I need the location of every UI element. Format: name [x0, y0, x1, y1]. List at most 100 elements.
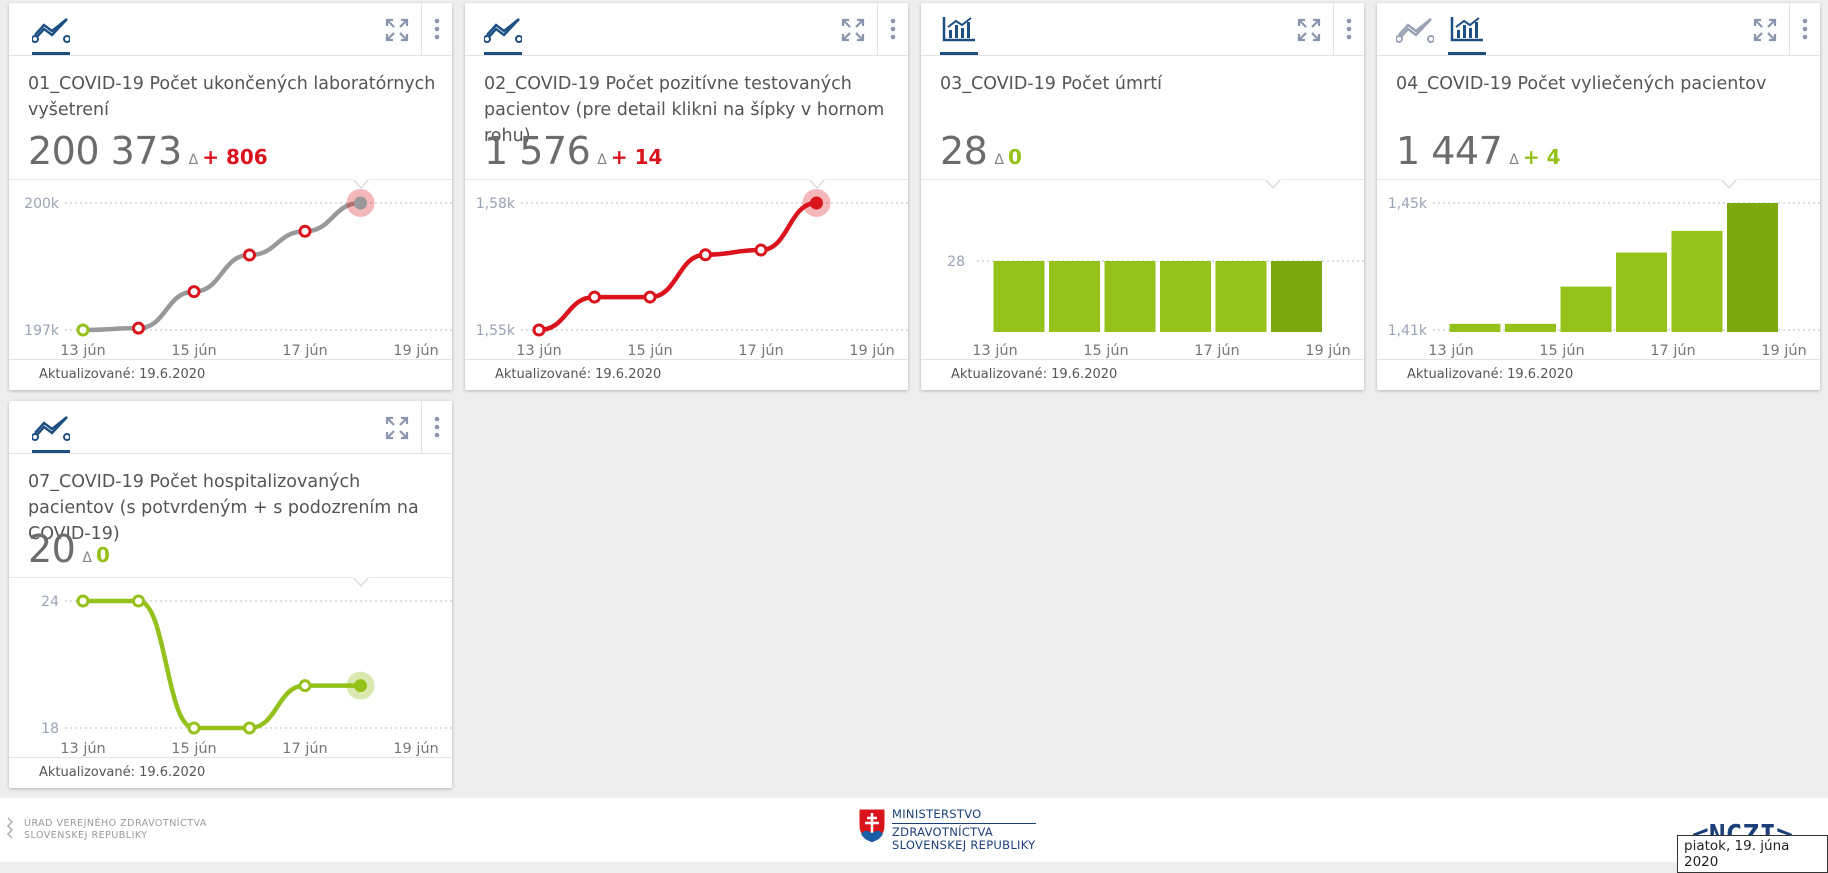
line-chart-tab[interactable]	[484, 13, 522, 55]
more-menu-icon[interactable]	[1333, 3, 1364, 55]
delta-value: + 14	[610, 145, 663, 169]
expand-icon[interactable]	[840, 17, 866, 43]
y-tick-label: 197k	[24, 323, 60, 339]
x-tick-label: 15 jún	[171, 741, 216, 757]
bar-chart-tab[interactable]	[940, 13, 978, 55]
card-lab-tests: 01_COVID-19 Počet ukončených laboratórny…	[9, 3, 452, 390]
line-chart-icon	[32, 416, 70, 441]
x-tick-label: 13 jún	[60, 741, 105, 757]
x-tick-label: 19 jún	[849, 343, 894, 359]
line-chart-icon	[1396, 18, 1434, 43]
line-chart-tab[interactable]	[32, 13, 70, 55]
footer-bar: ÚRAD VEREJNÉHO ZDRAVOTNÍCTVA SLOVENSKEJ …	[0, 798, 1828, 862]
chart-caret	[1264, 179, 1282, 189]
data-point	[354, 679, 367, 693]
series-line	[80, 200, 363, 333]
y-tick-label: 24	[41, 594, 59, 610]
updated-label: Aktualizované: 19.6.2020	[39, 367, 206, 382]
bar-chart-tab[interactable]	[1448, 13, 1486, 55]
line-chart-icon	[484, 18, 522, 43]
data-point	[132, 594, 145, 608]
series-line	[536, 200, 819, 333]
value-row: 28 Δ 0	[940, 129, 1022, 173]
card-positive-tests: 02_COVID-19 Počet pozitívne testovaných …	[465, 3, 908, 390]
card-title: 02_COVID-19 Počet pozitívne testovaných …	[484, 74, 885, 146]
y-tick-label: 1,41k	[1388, 323, 1428, 339]
bar	[1727, 203, 1778, 332]
card-footer: Aktualizované: 19.6.2020	[921, 359, 1364, 390]
more-menu-icon[interactable]	[877, 3, 908, 55]
x-tick-label: 17 jún	[1650, 343, 1695, 359]
expand-icon[interactable]	[1296, 17, 1322, 43]
expand-icon[interactable]	[1752, 17, 1778, 43]
card-title: 03_COVID-19 Počet úmrtí	[940, 74, 1162, 94]
data-point	[132, 321, 145, 335]
x-tick-label: 17 jún	[282, 343, 327, 359]
more-menu-icon[interactable]	[1789, 3, 1820, 55]
delta-value: 0	[1007, 145, 1022, 169]
card-header	[465, 3, 908, 56]
x-tick-label: 17 jún	[282, 741, 327, 757]
uvz-logo-icon	[6, 817, 14, 839]
data-point	[243, 721, 256, 735]
uvz-logo-text: ÚRAD VEREJNÉHO ZDRAVOTNÍCTVA SLOVENSKEJ …	[24, 818, 207, 841]
x-tick-label: 13 jún	[1428, 343, 1473, 359]
bar	[1271, 261, 1322, 332]
chart-caret	[808, 179, 826, 189]
bar-chart-icon	[942, 17, 975, 42]
current-value: 1 447	[1396, 129, 1503, 173]
data-point	[643, 290, 657, 304]
data-point	[588, 290, 601, 304]
card-header	[9, 401, 452, 454]
delta-value: 0	[95, 543, 110, 567]
delta-icon: Δ	[597, 152, 607, 168]
y-tick-label: 1,58k	[476, 196, 516, 212]
data-point	[298, 679, 312, 693]
card-header	[9, 3, 452, 56]
expand-icon[interactable]	[384, 17, 410, 43]
bar	[1671, 230, 1723, 332]
x-tick-label: 13 jún	[60, 343, 105, 359]
expand-icon[interactable]	[384, 415, 410, 441]
slovak-coat-of-arms-icon	[858, 808, 886, 844]
chart-caret	[1720, 179, 1738, 189]
y-tick-label: 1,45k	[1388, 196, 1428, 212]
x-tick-label: 19 jún	[393, 343, 438, 359]
x-tick-label: 15 jún	[171, 343, 216, 359]
more-menu-icon[interactable]	[421, 3, 452, 55]
card-footer: Aktualizované: 19.6.2020	[9, 757, 452, 788]
delta-value: + 4	[1522, 145, 1561, 169]
updated-label: Aktualizované: 19.6.2020	[1407, 367, 1574, 382]
line-chart-tab[interactable]	[1396, 13, 1434, 45]
bar	[1616, 252, 1667, 332]
card-header	[921, 3, 1364, 56]
y-tick-label: 200k	[24, 196, 60, 212]
more-menu-icon[interactable]	[421, 401, 452, 453]
chart-caret	[352, 577, 370, 587]
bar	[1215, 261, 1267, 332]
ministry-text: MINISTERSTVO ZDRAVOTNÍCTVA SLOVENSKEJ RE…	[892, 807, 1036, 852]
x-tick-label: 19 jún	[393, 741, 438, 757]
value-row: 200 373 Δ + 806	[28, 129, 268, 173]
card-header	[1377, 3, 1820, 56]
data-point	[76, 594, 90, 608]
data-point	[243, 248, 256, 262]
x-tick-label: 19 jún	[1761, 343, 1806, 359]
line-chart-tab[interactable]	[32, 411, 70, 453]
bar-chart-icon	[1450, 17, 1483, 42]
x-tick-label: 13 jún	[972, 343, 1017, 359]
ministry-logo: MINISTERSTVO ZDRAVOTNÍCTVA SLOVENSKEJ RE…	[858, 807, 1036, 853]
data-point	[754, 243, 768, 257]
x-tick-label: 17 jún	[1194, 343, 1239, 359]
updated-label: Aktualizované: 19.6.2020	[951, 367, 1118, 382]
data-point	[532, 323, 546, 337]
card-recovered: 04_COVID-19 Počet vyliečených pacientov …	[1377, 3, 1820, 390]
card-title: 01_COVID-19 Počet ukončených laboratórny…	[28, 74, 436, 120]
updated-label: Aktualizované: 19.6.2020	[495, 367, 662, 382]
data-point	[187, 721, 201, 735]
card-deaths: 03_COVID-19 Počet úmrtí 28 Δ 0 28 13 jún 1…	[921, 3, 1364, 390]
